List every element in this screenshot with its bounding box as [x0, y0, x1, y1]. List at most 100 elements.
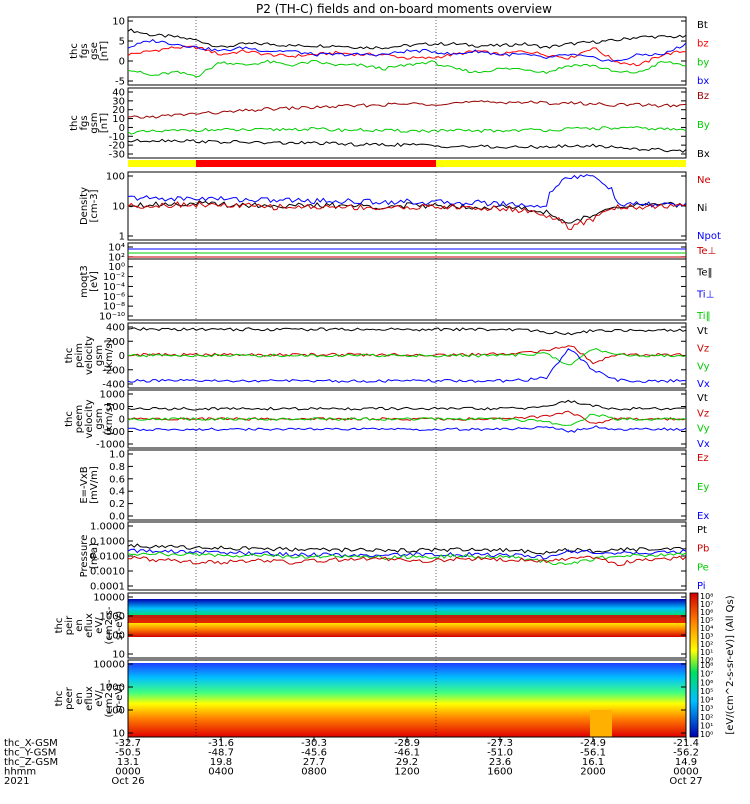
- y-axis-label: E=-VxB: [79, 466, 90, 503]
- y-tick-label: 200: [106, 337, 125, 348]
- x-tick-label: -56.2: [673, 748, 699, 759]
- legend-item: Ti‖: [696, 311, 711, 322]
- y-tick-label: 0.0010: [90, 567, 125, 578]
- x-tick-label: -30.3: [301, 738, 327, 749]
- y-tick-label: -200: [102, 365, 125, 376]
- series-line-Bt: [127, 28, 687, 50]
- legend-item: Bt: [697, 20, 708, 31]
- legend-item: Ni: [697, 203, 707, 214]
- y-axis-label: eflux: [84, 686, 95, 711]
- x-tick-label: Oct 27: [669, 776, 702, 787]
- y-tick-label: 1.0000: [90, 522, 125, 533]
- panel-frame: [127, 449, 687, 521]
- legend-item: By: [697, 120, 710, 131]
- y-axis-label: thc: [64, 411, 75, 427]
- x-tick-label: 29.2: [396, 757, 418, 768]
- y-axis-label: en: [74, 692, 85, 705]
- y-tick-label: 10: [112, 17, 125, 28]
- legend-item: bz: [697, 39, 709, 50]
- legend-item: Vt: [697, 326, 708, 337]
- y-tick-label: -500: [102, 427, 125, 438]
- series-line-Pt: [127, 543, 687, 555]
- y-tick-label: 1000: [100, 390, 125, 401]
- y-tick-label: 0: [119, 415, 125, 426]
- y-tick-label: 0.6: [109, 474, 125, 485]
- x-tick-label: 13.1: [117, 757, 139, 768]
- legend-item: Te⊥: [696, 246, 716, 257]
- colorbar-tick-label: 10¹: [700, 721, 713, 730]
- series-line-Vz: [127, 410, 687, 424]
- y-tick-label: -10: [109, 132, 125, 143]
- y-tick-label: 500: [106, 402, 125, 413]
- colorbar-tick-label: 10²: [700, 713, 713, 722]
- series-line-bx: [127, 38, 687, 63]
- y-tick-label: 10⁻¹⁰: [99, 312, 125, 323]
- panel-peer-eflux: 10000 1000 100 10 thc peer en eflux eV/(cm2-s-sr…: [54, 659, 687, 740]
- mode-bar-segment: [196, 160, 436, 167]
- series-line-Vt: [127, 327, 687, 336]
- y-axis-label: thc: [54, 691, 65, 707]
- y-axis-label: [nT]: [99, 113, 110, 133]
- series-line-Vz: [128, 345, 687, 365]
- x-tick-label: -21.4: [673, 738, 699, 749]
- y-tick-label: 10⁻⁸: [103, 302, 125, 313]
- x-tick-label: 19.8: [210, 757, 232, 768]
- series-line-Ne: [127, 201, 687, 231]
- series-line-Bx: [127, 138, 687, 153]
- y-axis-label: [cm-3]: [89, 189, 100, 222]
- y-tick-label: 10⁰: [108, 262, 125, 273]
- y-tick-label: -5: [115, 77, 125, 88]
- y-axis-label: thc: [64, 348, 75, 364]
- x-tick-label: 1600: [487, 767, 512, 778]
- y-tick-label: 0: [119, 351, 125, 362]
- colorbar-tick-label: 10⁸: [700, 661, 713, 670]
- x-tick-label: 0000: [673, 767, 698, 778]
- y-tick-label: 1000: [100, 612, 125, 623]
- panel-frame: [127, 592, 687, 659]
- x-tick-label: 14.9: [675, 757, 697, 768]
- y-tick-label: 10000: [93, 660, 125, 671]
- x-tick-label: 23.6: [489, 757, 511, 768]
- chart-title: P2 (TH-C) fields and on-board moments ov…: [256, 2, 552, 16]
- y-tick-label: 40: [112, 88, 125, 99]
- y-tick-label: 10: [112, 202, 125, 213]
- colorbar-label: [eV/(cm^2-s-sr-eV)] (All Qs): [725, 595, 736, 734]
- y-axis-label: thc: [69, 43, 80, 59]
- y-tick-label: 0.8: [109, 462, 125, 473]
- y-tick-label: 100: [106, 706, 125, 717]
- colorbar-tick-label: 10³: [700, 704, 713, 713]
- x-tick-label: -50.5: [115, 748, 141, 759]
- legend-item: Vt: [697, 393, 708, 404]
- legend-item: Pi: [697, 581, 706, 592]
- y-tick-label: 30: [112, 96, 125, 107]
- x-axis-row-label: hhmm: [4, 767, 36, 778]
- colorbar-tick-label: 10³: [700, 632, 713, 641]
- y-tick-label: 0: [119, 57, 125, 68]
- y-axis-label: velocity: [84, 399, 95, 438]
- x-tick-label: Oct 26: [111, 776, 144, 787]
- y-tick-label: 10: [112, 650, 125, 661]
- colorbar: [689, 592, 699, 738]
- series-line-Ni: [127, 200, 687, 224]
- spectrogram-peak-band: [128, 615, 686, 623]
- legend-item: Pt: [697, 525, 707, 536]
- y-axis-label: peir: [64, 615, 75, 635]
- x-tick-label: -28.9: [394, 738, 420, 749]
- x-tick-label: 0800: [301, 767, 326, 778]
- mode-bar: [128, 160, 686, 167]
- legend-item: bx: [697, 76, 709, 87]
- y-tick-label: 10⁻²: [103, 272, 125, 283]
- y-axis-label: Pressure: [79, 535, 90, 578]
- y-axis-label: peer: [64, 686, 75, 710]
- y-axis-label: gsm: [89, 112, 100, 133]
- y-axis-label: peim: [74, 343, 85, 368]
- legend-item: Ne: [697, 175, 711, 186]
- legend-item: Pb: [697, 544, 709, 555]
- y-tick-label: 10²: [108, 252, 125, 263]
- colorbar-tick-label: 10⁷: [700, 600, 713, 609]
- x-tick-label: -45.6: [301, 748, 327, 759]
- y-tick-label: 1000: [100, 683, 125, 694]
- colorbar-tick-label: 10⁶: [700, 678, 713, 687]
- y-tick-label: 100: [106, 172, 125, 183]
